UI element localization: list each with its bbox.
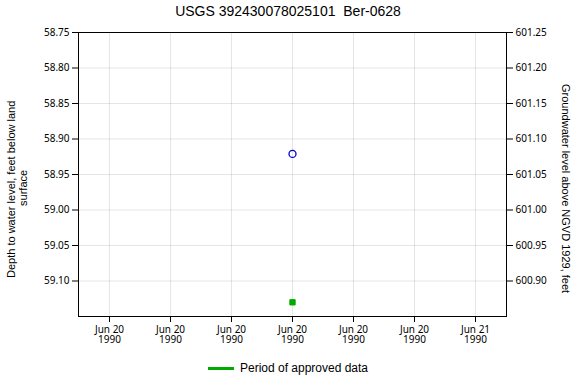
html-text:Groundwater level above NGVD 1: Groundwater level above NGVD 1929, feet — [560, 84, 572, 294]
svg-text:Jun 201990: Jun 201990 — [338, 322, 368, 346]
svg-text:58.95: 58.95 — [44, 167, 70, 181]
svg-text:601.15: 601.15 — [516, 96, 548, 110]
svg-text:601.10: 601.10 — [516, 131, 548, 145]
svg-text:Jun 201990: Jun 201990 — [216, 322, 246, 346]
svg-text:59.10: 59.10 — [44, 273, 70, 287]
svg-text:58.90: 58.90 — [44, 131, 70, 145]
svg-text:59.05: 59.05 — [44, 238, 70, 252]
svg-text:Jun 201990: Jun 201990 — [277, 322, 307, 346]
svg-text:600.95: 600.95 — [516, 238, 548, 252]
svg-text:Jun 201990: Jun 201990 — [155, 322, 185, 346]
svg-text:601.20: 601.20 — [516, 60, 548, 74]
svg-text:Jun 201990: Jun 201990 — [399, 322, 429, 346]
svg-text:601.05: 601.05 — [516, 167, 548, 181]
svg-text:Jun 211990: Jun 211990 — [460, 322, 490, 346]
svg-text:600.90: 600.90 — [516, 273, 548, 287]
svg-text:601.25: 601.25 — [516, 25, 548, 39]
svg-text:59.00: 59.00 — [44, 202, 70, 216]
svg-text:58.85: 58.85 — [44, 96, 70, 110]
html-text:Period of approved data: Period of approved data — [240, 361, 368, 375]
svg-text:601.00: 601.00 — [516, 202, 548, 216]
html-text:Depth to water level, feet bel: Depth to water level, feet below land su… — [5, 100, 29, 278]
svg-text:58.75: 58.75 — [44, 25, 70, 39]
svg-text:Jun 201990: Jun 201990 — [94, 322, 124, 346]
html-text:USGS 392430078025101 Ber-0628: USGS 392430078025101 Ber-0628 — [175, 3, 401, 19]
svg-text:58.80: 58.80 — [44, 60, 70, 74]
